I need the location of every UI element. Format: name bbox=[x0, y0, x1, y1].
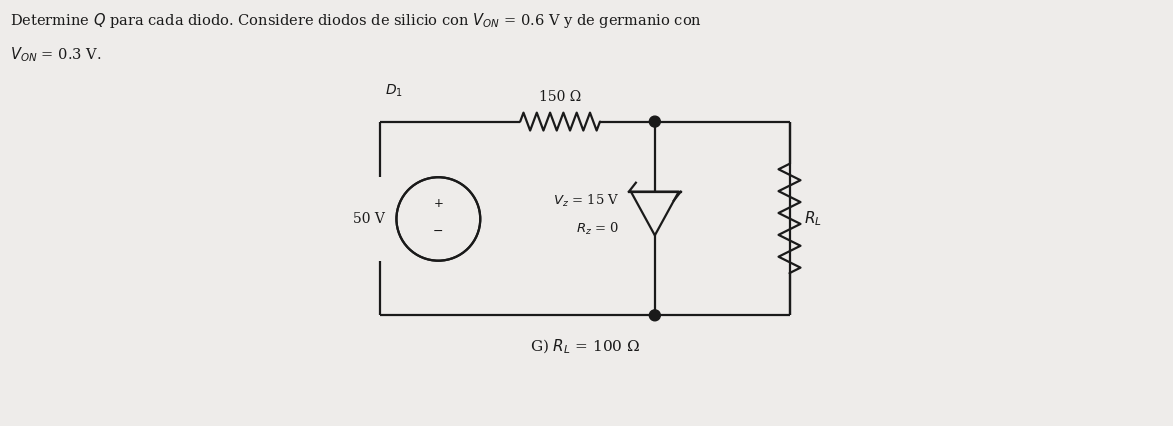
Circle shape bbox=[650, 116, 660, 127]
Text: G) $R_L$ = 100 Ω: G) $R_L$ = 100 Ω bbox=[530, 337, 640, 356]
Text: 150 Ω: 150 Ω bbox=[538, 90, 581, 104]
Circle shape bbox=[650, 310, 660, 321]
Text: 50 V: 50 V bbox=[353, 212, 385, 226]
Text: $V_{ON}$ = 0.3 V.: $V_{ON}$ = 0.3 V. bbox=[11, 45, 102, 64]
Text: $R_z$ = 0: $R_z$ = 0 bbox=[576, 222, 619, 237]
Text: −: − bbox=[433, 225, 443, 239]
Text: Determine $Q$ para cada diodo. Considere diodos de silicio con $V_{ON}$ = 0.6 V : Determine $Q$ para cada diodo. Considere… bbox=[11, 12, 703, 30]
Text: +: + bbox=[433, 196, 443, 210]
Text: $V_z$ = 15 V: $V_z$ = 15 V bbox=[554, 193, 619, 209]
Text: $D_1$: $D_1$ bbox=[386, 82, 404, 99]
Text: $R_L$: $R_L$ bbox=[805, 209, 822, 228]
Circle shape bbox=[398, 178, 480, 260]
